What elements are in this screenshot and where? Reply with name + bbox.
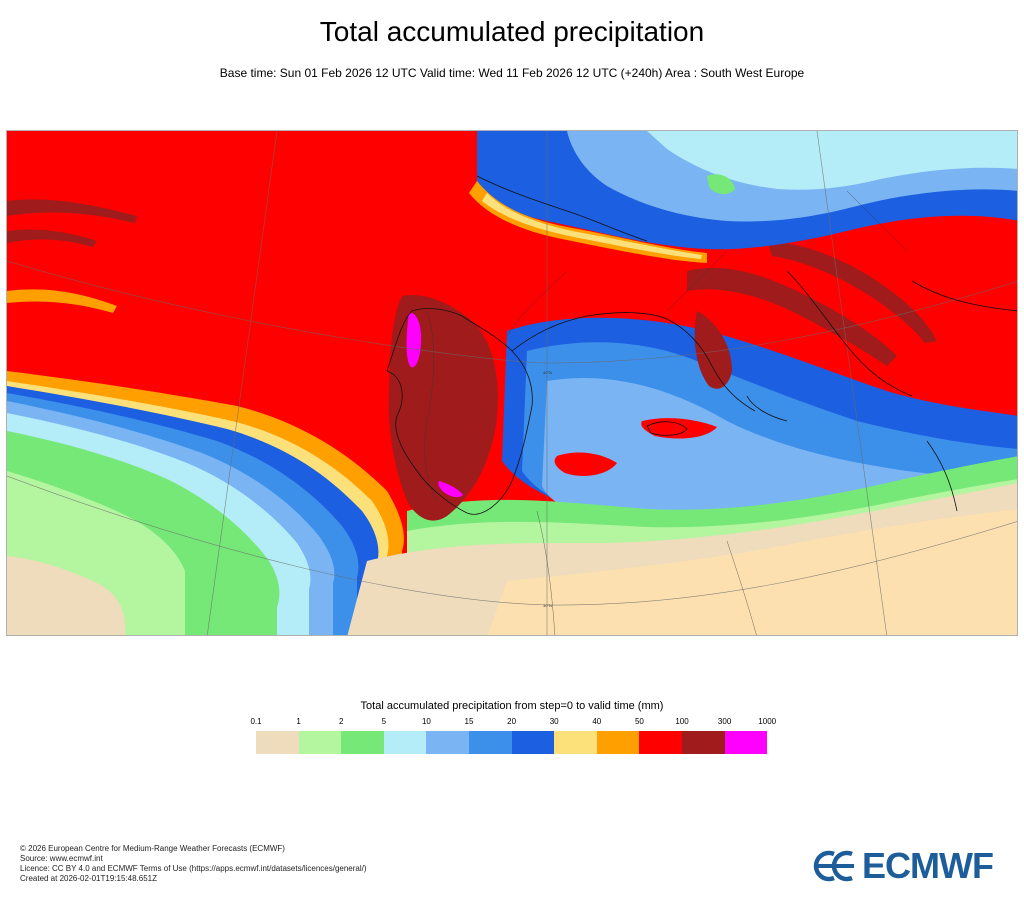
legend-swatch	[426, 731, 469, 754]
map-title: Total accumulated precipitation	[319, 16, 705, 47]
legend-tick: 50	[634, 717, 644, 726]
footer-created: Created at 2026-02-01T19:15:48.651Z	[20, 874, 157, 883]
legend-swatch	[639, 731, 682, 754]
legend-ticks: 0.1 1 2 5 10 15 20 30 40 50 100 300 1000	[236, 717, 796, 731]
atlantic-dark-streak-2	[7, 229, 97, 247]
ecmwf-logo[interactable]: ECMWF	[812, 845, 1008, 886]
atlantic-dark-streak-1	[7, 199, 137, 223]
legend-swatch	[383, 731, 427, 754]
footer-credits: © 2026 European Centre for Medium-Range …	[20, 844, 367, 884]
lat-label-30: 30°N	[543, 603, 552, 608]
legend-swatch	[511, 731, 555, 754]
ecmwf-logo-icon	[813, 850, 854, 882]
north-green-patch	[707, 174, 735, 195]
legend-tick: 5	[381, 717, 387, 726]
map-canvas: 40°N 30°N	[7, 131, 1017, 635]
lat-label-40: 40°N	[543, 370, 552, 375]
footer-licence: Licence: CC BY 4.0 and ECMWF Terms of Us…	[20, 864, 367, 873]
band-0-1-west	[7, 556, 126, 635]
legend-swatch	[298, 731, 342, 754]
ecmwf-logo-text: ECMWF	[862, 845, 994, 886]
legend-swatch	[596, 731, 640, 754]
legend-swatch	[468, 731, 512, 754]
italy-dark-south	[694, 311, 732, 389]
atlantic-orange-streak	[7, 289, 117, 313]
legend-tick: 30	[549, 717, 559, 726]
legend-swatch	[554, 731, 597, 754]
legend-tick: 1	[296, 717, 301, 726]
legend-tick: 0.1	[250, 717, 262, 726]
italy-dark-band	[687, 267, 897, 366]
balkan-dark-band	[767, 241, 937, 343]
north-yellow-fringe	[482, 193, 702, 259]
legend-tick: 10	[421, 717, 431, 726]
legend-color-bar	[256, 731, 768, 754]
legend-tick: 40	[592, 717, 602, 726]
legend-swatch	[256, 731, 299, 754]
legend-tick: 2	[338, 717, 344, 726]
coastlines	[386, 175, 1017, 515]
iberia-magenta-south	[438, 481, 463, 498]
legend-title: Total accumulated precipitation from ste…	[360, 700, 664, 712]
africa-red-cell	[554, 452, 617, 476]
sardinia-red-cell	[641, 418, 717, 439]
legend-tick: 300	[717, 717, 732, 726]
legend-tick: 20	[507, 717, 517, 726]
iberia-magenta-core	[406, 312, 422, 368]
legend-tick: 15	[464, 717, 474, 726]
graticule	[7, 131, 1017, 635]
legend-swatch	[341, 731, 384, 754]
legend-tick: 1000	[758, 717, 777, 726]
legend-tick: 100	[675, 717, 689, 726]
map-subtitle: Base time: Sun 01 Feb 2026 12 UTC Valid …	[219, 66, 805, 80]
legend-swatch	[681, 731, 725, 754]
country-borders	[424, 190, 908, 635]
precipitation-map[interactable]: 40°N 30°N	[6, 130, 1018, 636]
north-cyan-zone	[647, 131, 1017, 190]
footer-copyright: © 2026 European Centre for Medium-Range …	[20, 844, 285, 853]
footer-source: Source: www.ecmwf.int	[20, 854, 103, 863]
legend-swatch	[724, 731, 768, 754]
